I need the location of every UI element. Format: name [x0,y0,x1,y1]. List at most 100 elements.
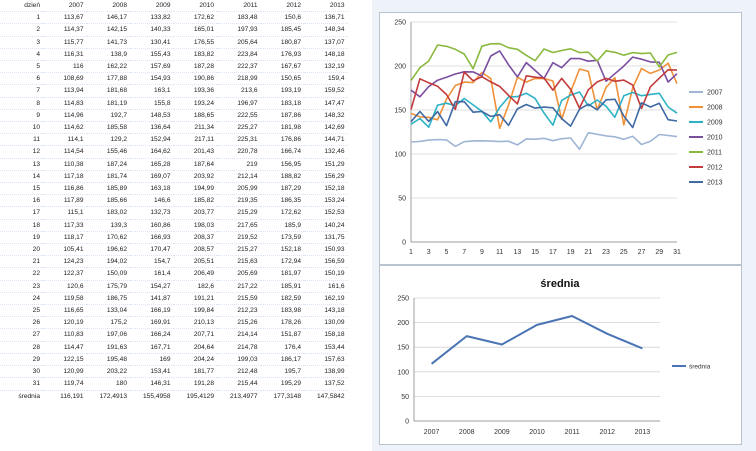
value-cell[interactable]: 2009 [130,0,174,13]
value-cell[interactable]: 182,59 [260,292,304,306]
value-cell[interactable]: 204,64 [173,341,217,354]
value-cell[interactable]: 114,1 [43,133,87,147]
value-cell[interactable]: 177,88 [86,72,130,86]
value-cell[interactable]: 172,4913 [99,392,127,400]
value-cell[interactable]: 142,69 [304,121,348,135]
value-cell[interactable]: 172,94 [260,255,304,269]
value-cell[interactable]: 163,1 [130,84,174,98]
value-cell[interactable]: 130,09 [304,316,348,330]
value-cell[interactable]: 153,24 [304,194,348,208]
value-cell[interactable]: 105,41 [43,243,87,257]
value-cell[interactable]: 138,99 [304,365,348,379]
row-label-cell[interactable]: 25 [0,304,43,318]
value-cell[interactable]: 114,54 [43,145,87,159]
value-cell[interactable]: 212,14 [217,170,261,184]
value-cell[interactable]: 215,59 [217,292,261,306]
value-cell[interactable]: 215,44 [217,377,261,391]
row-label-cell[interactable]: 9 [0,109,43,123]
value-cell[interactable]: 120,6 [43,280,87,293]
value-cell[interactable]: 115,77 [43,36,87,49]
value-cell[interactable]: 215,27 [217,243,261,257]
row-label-cell[interactable]: 20 [0,243,43,257]
value-cell[interactable]: 185,45 [260,23,304,37]
value-cell[interactable]: 219,35 [217,194,261,208]
value-cell[interactable]: 203,22 [86,365,130,379]
value-cell[interactable]: 166,19 [130,304,174,318]
value-cell[interactable]: 116,191 [60,392,84,400]
value-cell[interactable]: 144,71 [304,133,348,147]
value-cell[interactable]: 165,28 [130,158,174,171]
value-cell[interactable]: 205,64 [217,36,261,49]
value-cell[interactable]: 154,27 [130,280,174,293]
value-cell[interactable]: 181,74 [86,170,130,184]
value-cell[interactable]: 114,47 [43,341,87,354]
value-cell[interactable]: 178,26 [260,316,304,330]
value-cell[interactable]: 115,1 [43,206,87,220]
row-label-cell[interactable]: 13 [0,158,43,171]
value-cell[interactable]: 218,99 [217,72,261,86]
value-cell[interactable]: 159,4 [304,72,348,86]
value-cell[interactable]: 169,07 [130,170,174,184]
value-cell[interactable]: 154,7 [130,255,174,269]
value-cell[interactable]: 150,65 [260,72,304,86]
value-cell[interactable]: 208,37 [173,231,217,245]
value-cell[interactable]: 197,06 [86,328,130,342]
value-cell[interactable]: 195,4129 [186,392,214,400]
value-cell[interactable]: 151,87 [260,328,304,342]
value-cell[interactable]: 160,86 [130,219,174,232]
value-cell[interactable]: 157,69 [130,60,174,74]
value-cell[interactable]: 180 [86,377,130,391]
value-cell[interactable]: 219 [217,158,261,171]
value-cell[interactable]: 148,32 [304,109,348,123]
value-cell[interactable]: 162,22 [86,60,130,74]
value-cell[interactable]: 132,73 [130,206,174,220]
value-cell[interactable]: 175,79 [86,280,130,293]
value-cell[interactable]: 117,18 [43,170,87,184]
value-cell[interactable]: 225,31 [217,133,261,147]
value-cell[interactable]: 114,62 [43,121,87,135]
row-label-cell[interactable]: 4 [0,48,43,62]
value-cell[interactable]: 152,94 [130,133,174,147]
value-cell[interactable]: 140,33 [130,23,174,37]
value-cell[interactable]: 2011 [217,0,261,13]
value-cell[interactable]: 195,48 [86,353,130,367]
value-cell[interactable]: 206,49 [173,267,217,281]
value-cell[interactable]: 120,19 [43,316,87,330]
value-cell[interactable]: 148,18 [304,48,348,62]
value-cell[interactable]: 176,55 [173,36,217,49]
row-label-cell[interactable]: 17 [0,206,43,220]
value-cell[interactable]: 215,63 [217,255,261,269]
value-cell[interactable]: 192,7 [86,109,130,123]
value-cell[interactable]: 173,59 [260,231,304,245]
value-cell[interactable]: 120,99 [43,365,87,379]
value-cell[interactable]: 215,29 [217,206,261,220]
value-cell[interactable]: 185,9 [260,219,304,232]
value-cell[interactable]: 191,21 [173,292,217,306]
value-cell[interactable]: 220,78 [217,145,261,159]
value-cell[interactable]: 194,02 [86,255,130,269]
value-cell[interactable]: 211,34 [173,121,217,135]
value-cell[interactable]: 212,48 [217,365,261,379]
value-cell[interactable]: 191,28 [173,377,217,391]
value-cell[interactable]: 165,01 [173,23,217,37]
row-label-cell[interactable]: 31 [0,377,43,391]
value-cell[interactable]: 143,18 [304,304,348,318]
value-cell[interactable]: 223,84 [217,48,261,62]
value-cell[interactable]: 196,62 [86,243,130,257]
value-cell[interactable]: 188,82 [260,170,304,184]
value-cell[interactable]: 132,19 [304,60,348,74]
row-label-cell[interactable]: 23 [0,280,43,293]
value-cell[interactable]: 166,74 [260,145,304,159]
value-cell[interactable]: 2008 [86,0,130,13]
value-cell[interactable]: 214,78 [217,341,261,354]
value-cell[interactable]: 158,18 [304,328,348,342]
value-cell[interactable]: 152,53 [304,206,348,220]
value-cell[interactable]: 139,3 [86,219,130,232]
value-cell[interactable]: 152,18 [260,243,304,257]
value-cell[interactable]: 207,71 [173,328,217,342]
value-cell[interactable]: 167,67 [260,60,304,74]
value-cell[interactable]: 156,29 [304,170,348,184]
row-label-cell[interactable]: 1 [0,11,43,25]
value-cell[interactable]: 122,37 [43,267,87,281]
value-cell[interactable]: 181,98 [260,121,304,135]
